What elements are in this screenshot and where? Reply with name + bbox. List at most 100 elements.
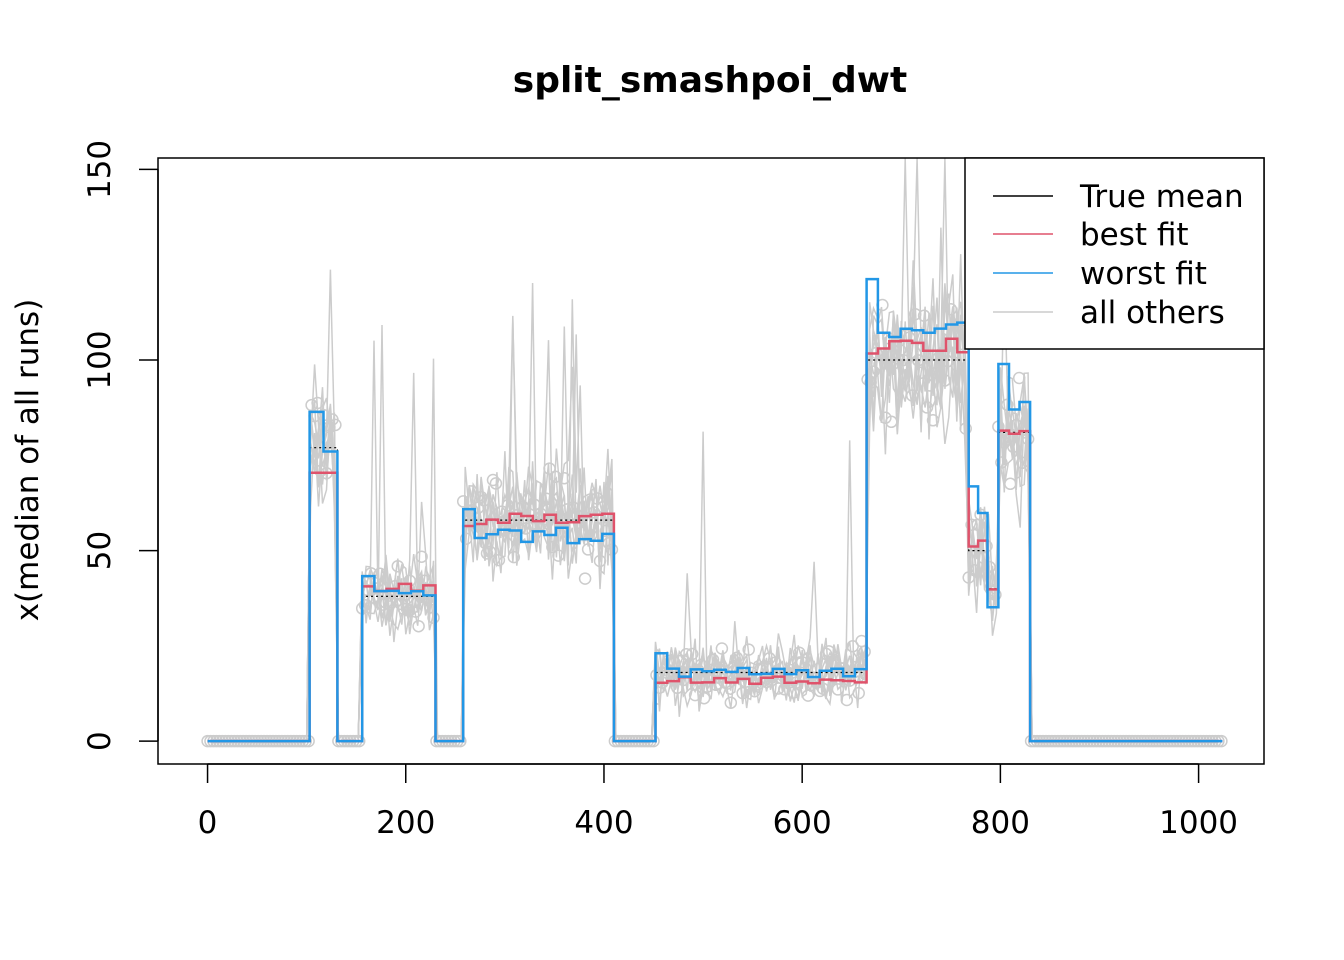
observation-point bbox=[329, 418, 342, 432]
observation-point bbox=[546, 540, 559, 554]
observation-point bbox=[379, 596, 393, 609]
observation-point bbox=[995, 456, 1008, 469]
worst-fit-line bbox=[207, 277, 1223, 743]
observation-point bbox=[1007, 440, 1020, 454]
observation-point bbox=[813, 684, 827, 698]
observation-point bbox=[968, 563, 981, 577]
observation-point bbox=[858, 645, 871, 658]
observation-point bbox=[846, 640, 859, 653]
observation-point bbox=[513, 522, 526, 535]
observation-point bbox=[305, 398, 318, 412]
observation-point bbox=[489, 477, 503, 490]
observation-point bbox=[552, 549, 565, 562]
observation-point bbox=[923, 379, 937, 392]
observation-point bbox=[1015, 456, 1029, 470]
legend-label-true-mean: True mean bbox=[1079, 179, 1244, 215]
observation-point bbox=[742, 643, 755, 656]
observation-point bbox=[730, 651, 744, 664]
observation-point bbox=[974, 508, 987, 521]
observation-point bbox=[929, 366, 943, 380]
observation-point bbox=[965, 518, 978, 532]
observation-point bbox=[581, 543, 595, 556]
observation-point bbox=[798, 661, 812, 675]
y-axis: 0 50 100 150 bbox=[82, 140, 159, 751]
observation-point bbox=[358, 598, 372, 612]
x-tick-label: 400 bbox=[574, 805, 633, 841]
observation-point bbox=[311, 396, 324, 410]
observation-point bbox=[697, 691, 711, 705]
observation-point bbox=[370, 582, 384, 595]
observation-point bbox=[706, 653, 720, 666]
observation-point bbox=[578, 572, 592, 585]
observation-point bbox=[391, 559, 405, 573]
observation-point bbox=[724, 696, 738, 709]
observation-point bbox=[944, 302, 958, 316]
observation-point bbox=[873, 358, 886, 371]
observation-point bbox=[977, 551, 990, 565]
observation-point bbox=[593, 554, 607, 568]
observation-point bbox=[501, 499, 515, 512]
legend-box bbox=[964, 157, 1265, 350]
observation-point bbox=[908, 307, 922, 321]
observation-point bbox=[739, 675, 752, 688]
observation-point bbox=[558, 471, 571, 485]
observation-point bbox=[492, 553, 506, 567]
observation-point bbox=[376, 598, 390, 611]
observation-point bbox=[415, 550, 428, 563]
observation-point bbox=[685, 647, 699, 661]
observation-point bbox=[938, 374, 952, 387]
observation-point bbox=[926, 414, 940, 427]
x-tick-label: 200 bbox=[376, 805, 435, 841]
observation-point bbox=[528, 498, 541, 512]
observation-point bbox=[1021, 432, 1035, 446]
observation-point bbox=[679, 648, 693, 661]
observation-point bbox=[891, 352, 904, 365]
observation-point bbox=[840, 693, 854, 707]
observation-point bbox=[688, 688, 702, 702]
y-axis-label: x(median of all runs) bbox=[10, 299, 46, 622]
observation-point bbox=[905, 389, 919, 402]
observation-point bbox=[406, 596, 419, 609]
legend-label-best-fit: best fit bbox=[1080, 217, 1189, 253]
worst-fit-group bbox=[207, 277, 1223, 743]
observation-point bbox=[852, 686, 865, 700]
observation-point bbox=[507, 550, 521, 564]
observation-point bbox=[1012, 371, 1026, 385]
observation-point bbox=[474, 490, 488, 504]
observation-point bbox=[540, 492, 553, 506]
observation-point bbox=[816, 682, 830, 695]
observation-point bbox=[605, 543, 619, 556]
observation-point bbox=[736, 686, 749, 700]
observation-point bbox=[950, 359, 964, 372]
legend: True mean best fit worst fit all others bbox=[964, 157, 1265, 350]
observation-point bbox=[1001, 398, 1014, 412]
observation-point bbox=[459, 532, 473, 545]
observation-point bbox=[427, 611, 440, 624]
observation-point bbox=[364, 567, 378, 580]
observation-point bbox=[456, 495, 470, 508]
x-tick-label: 800 bbox=[971, 805, 1030, 841]
x-axis: 0 200 400 600 800 1000 bbox=[198, 763, 1238, 841]
observation-point bbox=[590, 492, 604, 505]
observation-point bbox=[486, 473, 500, 487]
observation-point bbox=[920, 401, 934, 414]
observation-point bbox=[715, 642, 729, 655]
observation-point bbox=[828, 658, 842, 672]
observation-point bbox=[599, 524, 613, 538]
observation-point bbox=[566, 501, 580, 514]
y-tick-label: 50 bbox=[82, 531, 118, 570]
x-tick-label: 0 bbox=[198, 805, 218, 841]
observation-point bbox=[412, 619, 425, 633]
observation-point bbox=[1004, 477, 1017, 491]
observation-point bbox=[867, 365, 880, 378]
observation-point bbox=[959, 422, 972, 435]
x-tick-label: 1000 bbox=[1159, 805, 1238, 841]
observation-point bbox=[917, 309, 931, 322]
x-tick-label: 600 bbox=[773, 805, 832, 841]
y-tick-label: 150 bbox=[82, 140, 118, 199]
observation-point bbox=[748, 684, 761, 698]
observation-point bbox=[902, 331, 916, 344]
observation-point bbox=[314, 464, 327, 478]
y-tick-label: 100 bbox=[82, 330, 118, 389]
